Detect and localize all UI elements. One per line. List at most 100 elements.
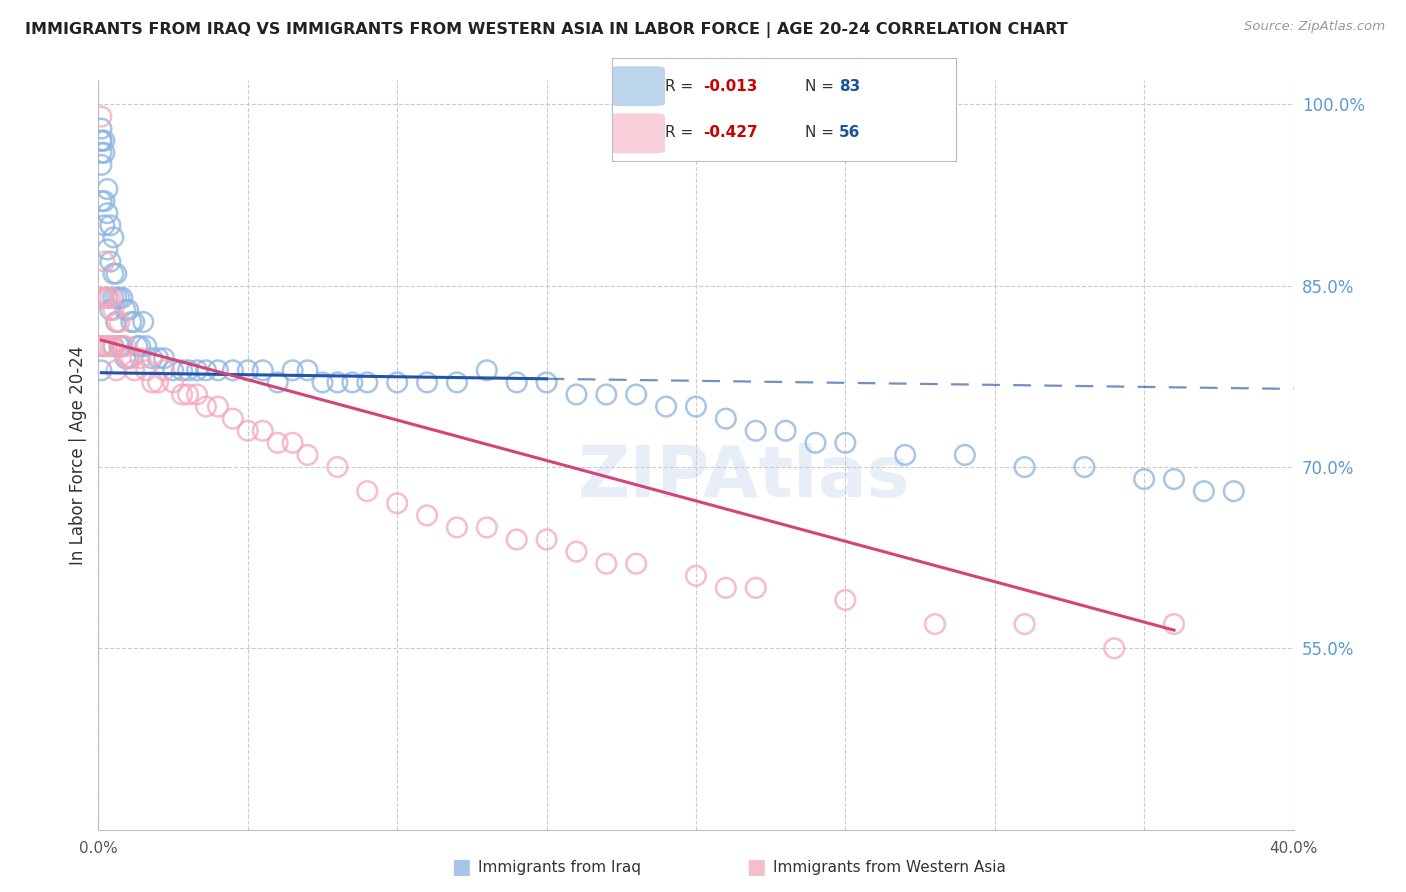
Point bbox=[685, 400, 707, 414]
Point bbox=[114, 302, 136, 317]
Point bbox=[105, 315, 128, 329]
Point bbox=[120, 351, 142, 366]
Point bbox=[1133, 472, 1156, 486]
Point bbox=[1014, 460, 1036, 475]
Point bbox=[96, 243, 118, 257]
Point bbox=[252, 363, 274, 377]
Text: 56: 56 bbox=[839, 125, 860, 140]
Point bbox=[834, 435, 856, 450]
Point bbox=[90, 363, 112, 377]
Point bbox=[117, 351, 139, 366]
Point bbox=[105, 363, 128, 377]
FancyBboxPatch shape bbox=[610, 113, 665, 153]
Point bbox=[153, 363, 176, 377]
Point bbox=[127, 339, 149, 353]
Point bbox=[177, 387, 200, 401]
Text: R =: R = bbox=[665, 78, 699, 94]
Point bbox=[775, 424, 797, 438]
Point bbox=[103, 302, 125, 317]
Point bbox=[342, 376, 364, 390]
Point bbox=[111, 291, 134, 305]
Point bbox=[111, 339, 134, 353]
Point bbox=[96, 291, 118, 305]
Point bbox=[565, 544, 588, 558]
Point bbox=[446, 520, 468, 534]
Point bbox=[117, 302, 139, 317]
Point bbox=[207, 363, 229, 377]
Point bbox=[252, 424, 274, 438]
Point bbox=[626, 557, 648, 571]
Point bbox=[894, 448, 917, 462]
Point bbox=[236, 363, 259, 377]
Point bbox=[90, 134, 112, 148]
Text: -0.013: -0.013 bbox=[703, 78, 758, 94]
Point bbox=[93, 339, 115, 353]
Point bbox=[267, 435, 290, 450]
Point bbox=[267, 376, 290, 390]
Point bbox=[565, 387, 588, 401]
Point bbox=[172, 363, 194, 377]
Point bbox=[90, 121, 112, 136]
Point bbox=[98, 219, 122, 233]
Point bbox=[90, 291, 112, 305]
Point bbox=[148, 351, 170, 366]
Point bbox=[90, 134, 112, 148]
Point bbox=[108, 315, 131, 329]
Point bbox=[90, 110, 112, 124]
Point bbox=[93, 145, 115, 160]
Point bbox=[207, 400, 229, 414]
Point bbox=[1163, 617, 1185, 632]
Point bbox=[326, 376, 349, 390]
Text: Source: ZipAtlas.com: Source: ZipAtlas.com bbox=[1244, 20, 1385, 33]
Point bbox=[141, 351, 163, 366]
Point bbox=[195, 400, 218, 414]
Point bbox=[416, 508, 439, 523]
Point bbox=[162, 363, 184, 377]
Point bbox=[626, 387, 648, 401]
Point bbox=[506, 376, 529, 390]
Point bbox=[356, 484, 378, 499]
Point bbox=[222, 363, 245, 377]
Point bbox=[536, 533, 558, 547]
Point bbox=[132, 315, 155, 329]
Point bbox=[93, 291, 115, 305]
Point bbox=[416, 376, 439, 390]
Point bbox=[90, 194, 112, 208]
Point bbox=[385, 376, 409, 390]
Point bbox=[195, 363, 218, 377]
Point bbox=[222, 411, 245, 425]
Point bbox=[98, 254, 122, 268]
Point bbox=[90, 158, 112, 172]
Point bbox=[105, 267, 128, 281]
Point bbox=[141, 376, 163, 390]
Point bbox=[655, 400, 678, 414]
Point bbox=[953, 448, 976, 462]
Point bbox=[685, 568, 707, 582]
Point bbox=[108, 291, 131, 305]
Point bbox=[595, 557, 617, 571]
Point bbox=[103, 230, 125, 244]
Point bbox=[129, 351, 152, 366]
Text: N =: N = bbox=[804, 125, 838, 140]
Point bbox=[105, 315, 128, 329]
Point bbox=[385, 496, 409, 510]
Point bbox=[475, 520, 498, 534]
Point bbox=[177, 363, 200, 377]
Text: Immigrants from Western Asia: Immigrants from Western Asia bbox=[773, 860, 1007, 874]
Point bbox=[124, 315, 146, 329]
Point bbox=[90, 339, 112, 353]
FancyBboxPatch shape bbox=[610, 66, 665, 106]
Point bbox=[186, 387, 208, 401]
Point bbox=[162, 376, 184, 390]
Point bbox=[135, 339, 157, 353]
Text: -0.427: -0.427 bbox=[703, 125, 758, 140]
Point bbox=[281, 435, 304, 450]
Point bbox=[536, 376, 558, 390]
Point bbox=[129, 339, 152, 353]
Text: ■: ■ bbox=[747, 857, 766, 877]
Point bbox=[93, 134, 115, 148]
Point bbox=[1163, 472, 1185, 486]
Point bbox=[1073, 460, 1095, 475]
Point bbox=[96, 291, 118, 305]
Text: N =: N = bbox=[804, 78, 838, 94]
